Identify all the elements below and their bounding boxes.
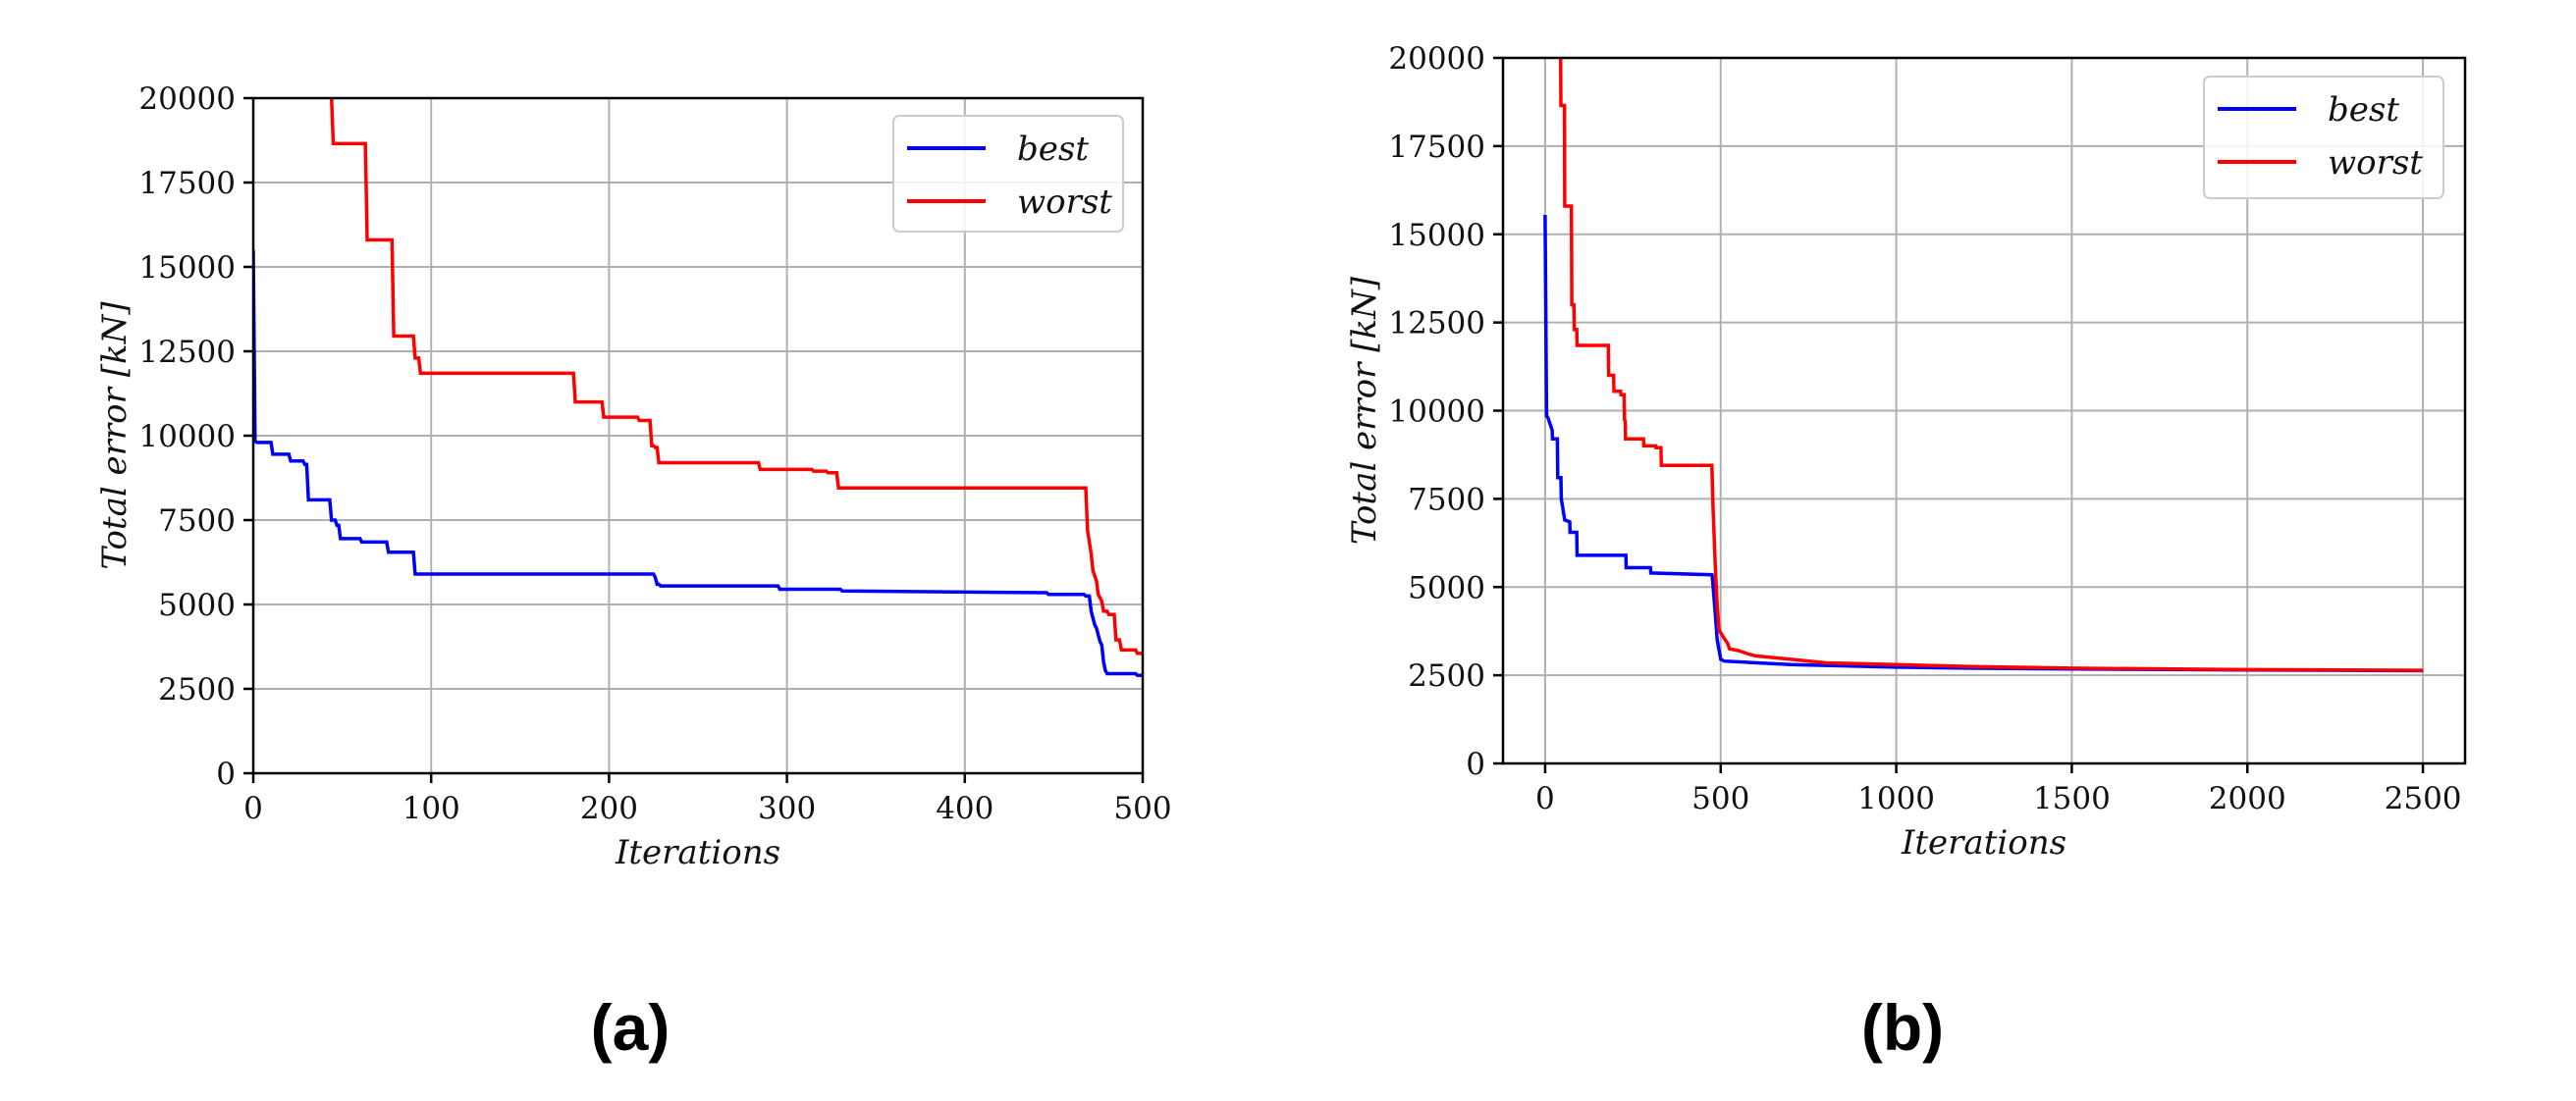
x-tick-label: 100 bbox=[402, 791, 460, 826]
y-tick-label: 20000 bbox=[138, 81, 236, 117]
y-tick-label: 5000 bbox=[158, 588, 236, 623]
y-tick-label: 0 bbox=[216, 757, 236, 792]
series-line-worst bbox=[329, 98, 1143, 655]
x-axis-label: Iterations bbox=[615, 833, 780, 872]
y-tick-label: 20000 bbox=[1388, 41, 1485, 77]
x-tick-label: 400 bbox=[936, 791, 993, 826]
x-tick-label: 0 bbox=[243, 791, 263, 826]
panel-label-b: (b) bbox=[1861, 991, 1944, 1064]
x-tick-label: 500 bbox=[1113, 791, 1171, 826]
x-tick-label: 300 bbox=[758, 791, 816, 826]
legend-label-worst: worst bbox=[2328, 143, 2423, 183]
legend: best worst bbox=[2203, 76, 2444, 199]
y-tick-label: 2500 bbox=[158, 672, 236, 708]
y-tick-label: 15000 bbox=[138, 250, 236, 286]
y-tick-label: 10000 bbox=[1388, 394, 1485, 430]
x-tick-label: 2500 bbox=[2385, 781, 2462, 816]
y-tick-label: 12500 bbox=[138, 335, 236, 370]
x-tick-label: 1500 bbox=[2033, 781, 2111, 816]
series-line-best bbox=[253, 249, 1143, 677]
y-tick-label: 7500 bbox=[1408, 482, 1485, 517]
legend-label-worst: worst bbox=[1017, 183, 1112, 222]
x-tick-label: 1000 bbox=[1857, 781, 1935, 816]
y-tick-label: 2500 bbox=[1408, 658, 1485, 694]
legend-label-best: best bbox=[1017, 130, 1089, 169]
series-line-worst bbox=[1558, 58, 2424, 672]
legend-label-best: best bbox=[2328, 90, 2399, 130]
panel-a: 0 100 200 300 400 500025005000750010000125001… bbox=[95, 81, 1172, 1064]
y-tick-label: 5000 bbox=[1408, 570, 1485, 605]
y-axis-label: Total error [kN] bbox=[1345, 276, 1384, 545]
y-axis-label: Total error [kN] bbox=[95, 301, 134, 570]
x-tick-label: 0 bbox=[1535, 781, 1555, 816]
y-tick-label: 7500 bbox=[158, 503, 236, 539]
y-tick-label: 0 bbox=[1466, 747, 1485, 782]
panel-label-a: (a) bbox=[591, 991, 671, 1064]
y-tick-label: 17500 bbox=[138, 166, 236, 201]
legend: best worst bbox=[892, 115, 1124, 233]
y-tick-label: 17500 bbox=[1388, 130, 1485, 165]
y-tick-label: 10000 bbox=[138, 419, 236, 454]
panel-b: 0 500 1000 1500 2000 2500 0 2500 5000 7500 10000 12… bbox=[1345, 41, 2467, 1064]
x-axis-label: Iterations bbox=[1901, 823, 2066, 863]
x-tick-label: 200 bbox=[580, 791, 638, 826]
series-line-best bbox=[1543, 214, 2424, 673]
x-tick-label: 2000 bbox=[2209, 781, 2286, 816]
x-tick-label: 500 bbox=[1691, 781, 1749, 816]
y-tick-label: 15000 bbox=[1388, 218, 1485, 253]
y-tick-label: 12500 bbox=[1388, 306, 1485, 341]
